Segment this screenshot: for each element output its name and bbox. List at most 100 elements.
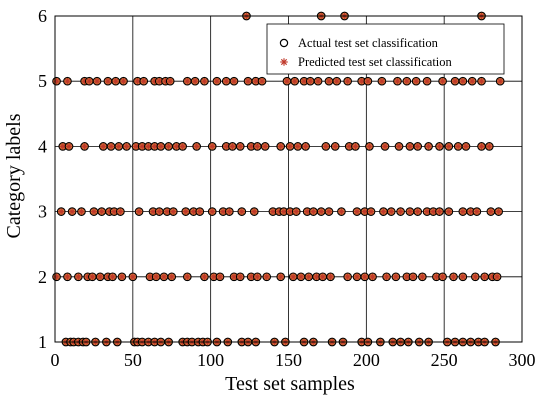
predicted-point: [332, 143, 339, 150]
predicted-point: [472, 273, 479, 280]
predicted-point: [201, 273, 208, 280]
x-axis-ticks: 0 50 100 150 200 250 300: [51, 350, 536, 370]
predicted-point: [361, 208, 368, 215]
predicted-point: [65, 143, 73, 150]
legend: Actual test set classification Predicted…: [266, 23, 505, 75]
predicted-point: [423, 78, 431, 85]
predicted-point: [450, 273, 457, 280]
predicted-point: [179, 143, 186, 150]
predicted-point: [213, 78, 221, 85]
legend-actual-marker: [279, 38, 289, 48]
predicted-point: [165, 143, 172, 150]
predicted-point: [283, 78, 291, 85]
predicted-point: [314, 78, 322, 85]
predicted-point: [436, 143, 443, 150]
y-axis-label: Category labels: [3, 113, 25, 238]
predicted-point: [395, 143, 403, 150]
predicted-point: [369, 273, 376, 280]
predicted-point: [451, 78, 459, 85]
predicted-point: [486, 143, 493, 150]
predicted-point: [258, 78, 266, 85]
x-tick-label: 50: [124, 350, 142, 370]
predicted-point: [414, 208, 421, 215]
predicted-point: [353, 273, 361, 280]
predicted-point: [454, 143, 462, 150]
predicted-point: [459, 273, 467, 280]
predicted-point: [140, 78, 147, 85]
predicted-point: [412, 78, 420, 85]
legend-actual-label: Actual test set classification: [298, 36, 439, 50]
predicted-point: [93, 78, 101, 85]
predicted-point: [75, 273, 82, 280]
predicted-point: [109, 273, 116, 280]
predicted-point: [89, 273, 96, 280]
predicted-point: [481, 273, 488, 280]
predicted-point: [380, 208, 387, 215]
predicted-point: [129, 273, 137, 280]
predicted-point: [291, 78, 298, 85]
predicted-point: [254, 273, 261, 280]
x-tick-label: 300: [509, 350, 536, 370]
predicted-point: [110, 208, 118, 215]
predicted-point: [277, 273, 284, 280]
predicted-point: [182, 208, 189, 215]
predicted-point: [327, 273, 334, 280]
predicted-point: [223, 78, 230, 85]
predicted-point: [209, 143, 216, 150]
predicted-point: [478, 143, 485, 150]
predicted-point: [397, 208, 404, 215]
predicted-point: [244, 78, 252, 85]
predicted-point: [170, 208, 177, 215]
plot-area-frame: [54, 15, 523, 343]
predicted-point: [263, 273, 270, 280]
predicted-point: [338, 208, 345, 215]
x-tick-label: 200: [353, 350, 380, 370]
predicted-point: [237, 143, 244, 150]
predicted-point: [230, 78, 238, 85]
predicted-point: [201, 78, 208, 85]
predicted-point: [229, 143, 236, 150]
predicted-point: [78, 208, 85, 215]
predicted-point: [156, 208, 163, 215]
predicted-point: [364, 78, 372, 85]
predicted-point: [436, 208, 443, 215]
predicted-point: [497, 78, 504, 85]
predicted-point: [353, 208, 361, 215]
predicted-point: [302, 143, 309, 150]
predicted-point: [307, 78, 314, 85]
predicted-point: [361, 273, 368, 280]
predicted-point: [252, 78, 260, 85]
x-tick-label: 250: [431, 350, 458, 370]
predicted-point: [322, 143, 330, 150]
predicted-point: [100, 143, 107, 150]
predicted-point: [305, 273, 312, 280]
predicted-point: [53, 78, 60, 85]
predicted-point: [168, 273, 175, 280]
predicted-point: [406, 208, 414, 215]
legend-box: [266, 23, 505, 75]
legend-predicted-label: Predicted test set classification: [298, 55, 453, 69]
predicted-point: [86, 78, 93, 85]
predicted-point: [261, 143, 269, 150]
predicted-point: [493, 273, 501, 280]
predicted-point: [289, 273, 297, 280]
y-tick-label: 4: [38, 136, 47, 156]
predicted-point: [344, 273, 351, 280]
x-tick-label: 150: [275, 350, 302, 370]
predicted-point: [145, 143, 152, 150]
predicted-point: [68, 208, 76, 215]
predicted-point: [445, 143, 453, 150]
predicted-point: [317, 208, 325, 215]
predicted-point: [414, 143, 421, 150]
predicted-point: [473, 208, 481, 215]
predicted-point: [325, 208, 333, 215]
data-points: [52, 11, 505, 347]
predicted-point: [294, 143, 302, 150]
predicted-point: [254, 143, 261, 150]
predicted-point: [406, 143, 414, 150]
predicted-point: [120, 78, 127, 85]
predicted-point: [123, 143, 130, 150]
predicted-point: [325, 78, 333, 85]
predicted-point: [277, 143, 284, 150]
predicted-point: [107, 143, 115, 150]
